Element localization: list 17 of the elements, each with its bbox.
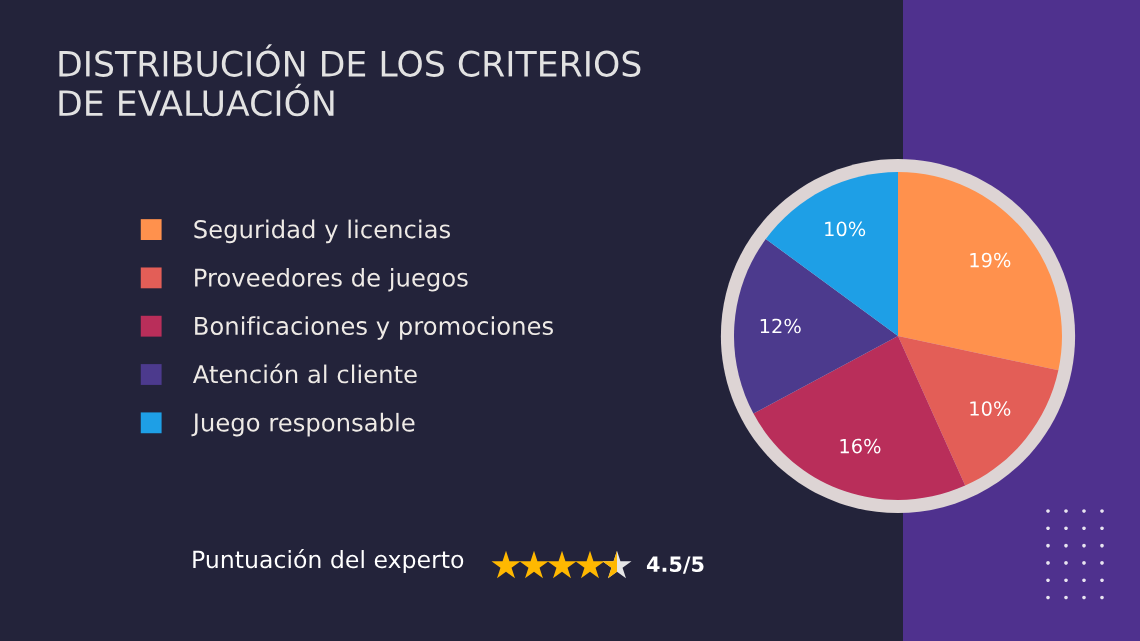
data-label: 12% <box>760 318 801 334</box>
legend-label: Atención al cliente <box>192 363 417 384</box>
pie-slice <box>734 238 898 414</box>
text: Puntuación del experto <box>193 549 464 573</box>
legend-label: Bonificaciones y promociones <box>195 316 553 340</box>
data-label: 16% <box>840 438 881 454</box>
pie-slice <box>898 172 1062 371</box>
legend-label: Juego responsable <box>191 412 415 437</box>
chart-title: DISTRIBUCIÓN DE LOS CRITERIOS DE EVALUACIÓN <box>59 44 641 117</box>
legend-label: Seguridad y licencias <box>194 219 451 244</box>
data-label: 10% <box>825 221 866 237</box>
data-label: 10% <box>970 401 1011 416</box>
legend-label: Proveedores de juegos <box>195 267 468 292</box>
data-label: 19% <box>970 252 1011 268</box>
text: 4.5/5 <box>646 556 704 574</box>
pie-slice <box>753 336 966 500</box>
pie-slice <box>898 336 1059 486</box>
